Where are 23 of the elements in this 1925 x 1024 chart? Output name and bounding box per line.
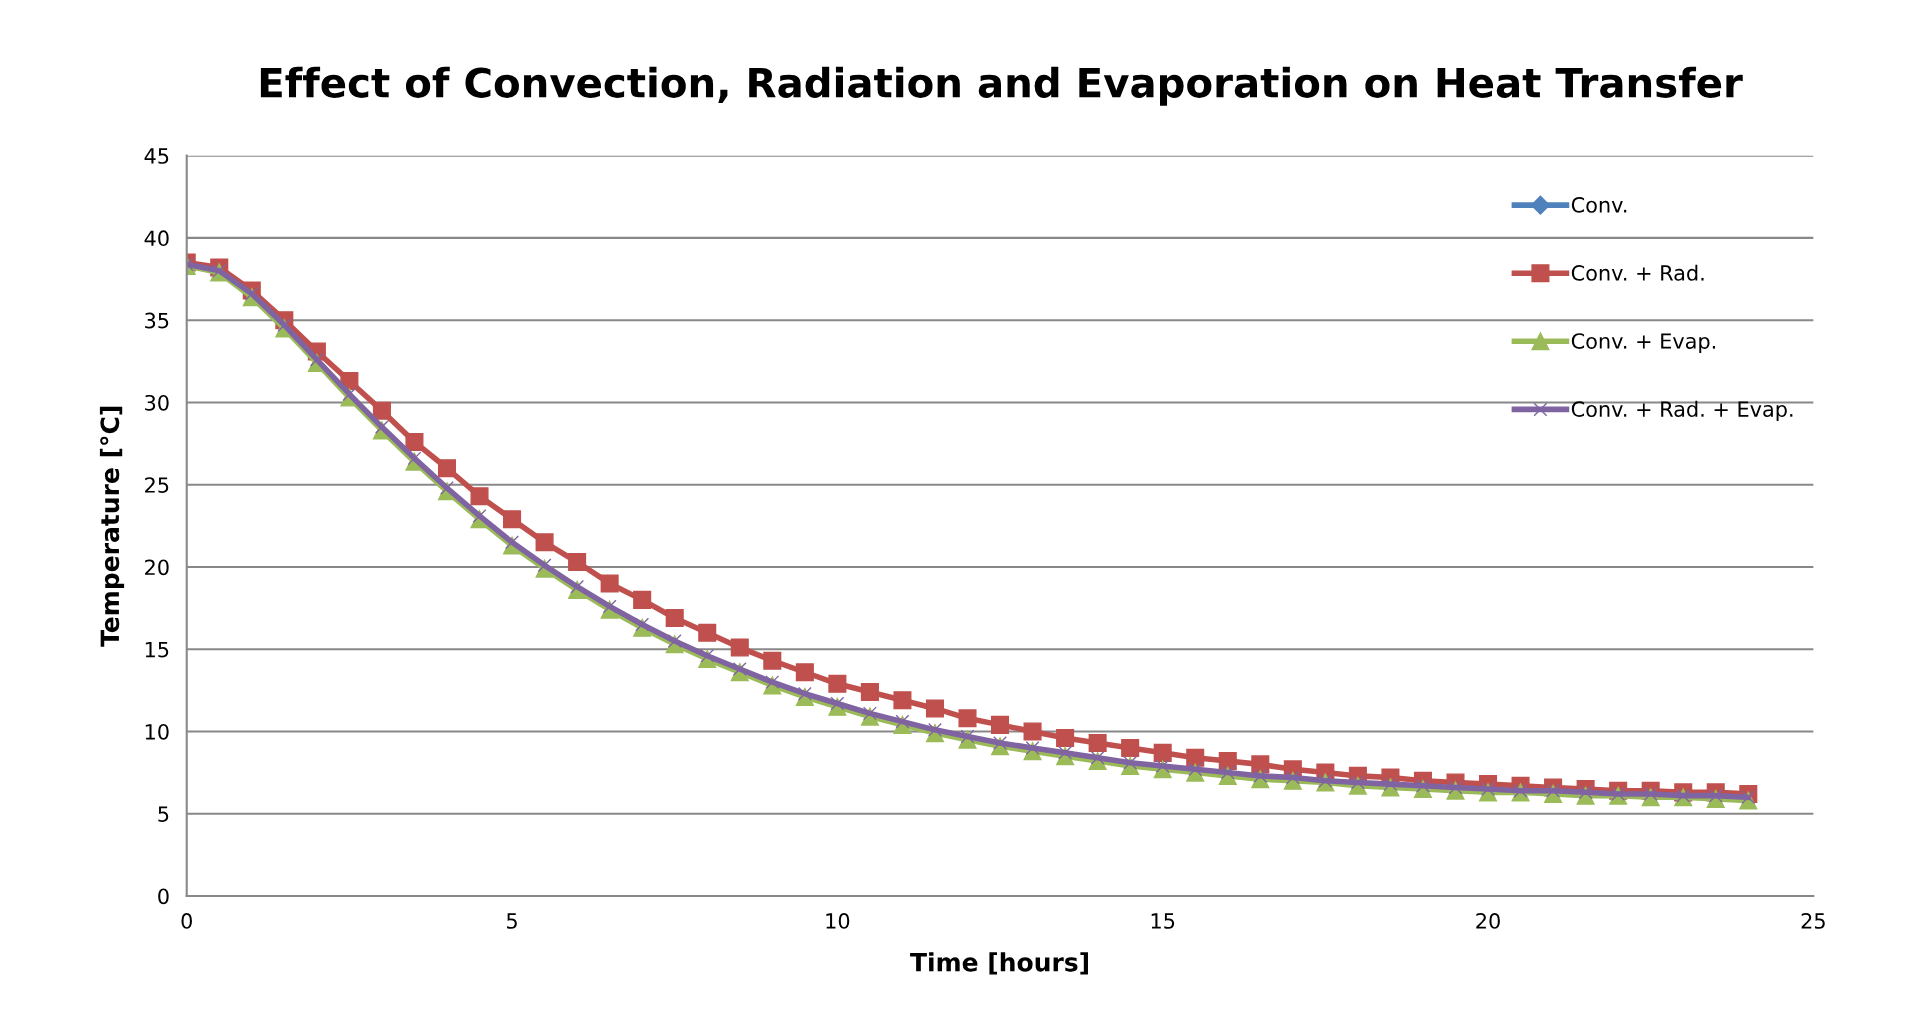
y-tick-label: 10 [145,723,169,740]
chart-title: Effect of Convection, Radiation and Evaporation on Heat Transfer [260,66,1743,106]
legend-label: Conv. [1571,196,1627,213]
x-tick-label: 5 [507,913,517,929]
y-tick-label: 35 [145,312,169,329]
x-tick-label: 15 [1151,913,1175,929]
y-tick-label: 15 [145,641,169,658]
y-tick-label: 20 [145,559,169,576]
legend-label: Conv. + Evap. [1571,333,1716,353]
y-tick-label: 30 [145,394,169,411]
y-tick-label: 45 [144,148,169,164]
legend-label: Conv. + Rad. [1571,264,1704,281]
y-tick-label: 0 [158,888,169,905]
legend-label: Conv. + Rad. + Evap. [1571,400,1793,422]
y-tick-label: 25 [145,477,169,493]
y-tick-label: 5 [158,806,169,822]
y-tick-label: 40 [144,230,169,247]
x-tick-label: 25 [1801,913,1825,929]
x-tick-label: 20 [1476,913,1500,929]
x-tick-label: 10 [826,913,850,929]
x-tick-label: 0 [181,913,192,929]
y-axis-title: Temperature [°C] [99,406,125,647]
x-axis-title: Time [hours] [910,952,1088,975]
